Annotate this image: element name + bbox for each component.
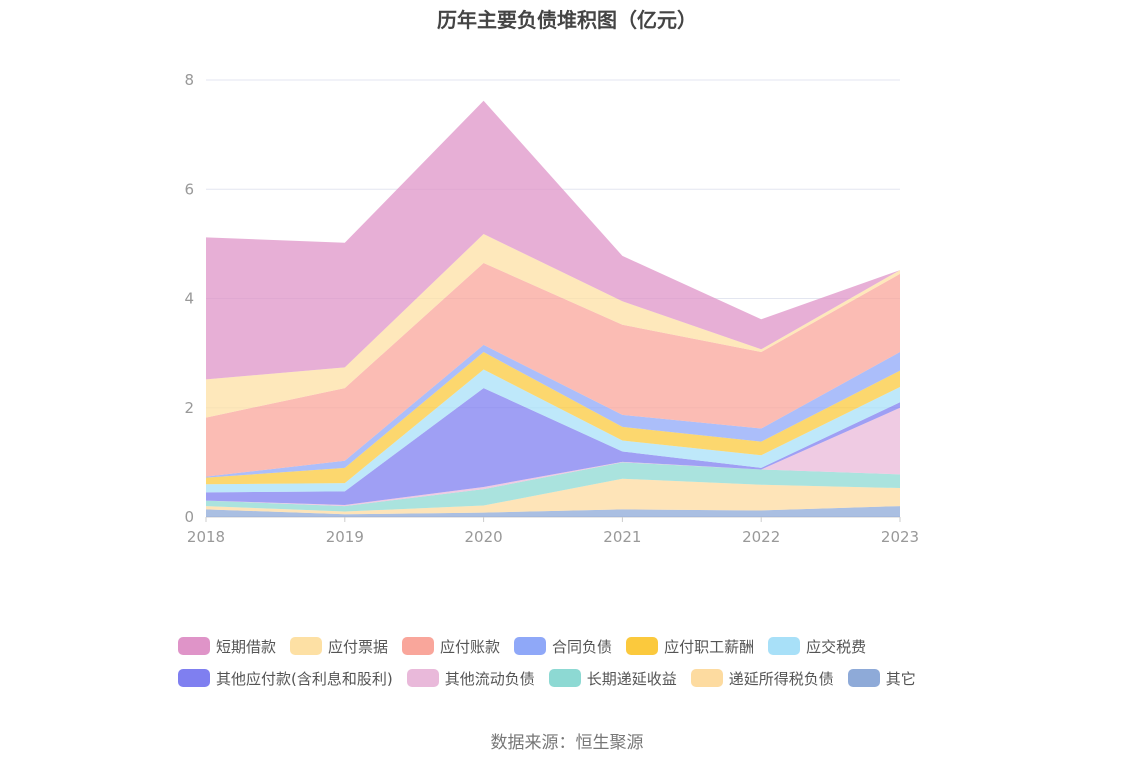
x-tick-label: 2020 [465,528,503,546]
legend-label: 短期借款 [216,637,277,656]
legend-swatch [178,669,210,687]
legend-item[interactable]: 应交税费 [768,636,866,657]
area-series [206,234,900,418]
area-series [206,100,900,380]
y-tick-label: 2 [184,399,194,417]
legend-swatch [290,637,323,655]
legend-swatch [514,637,547,655]
legend-swatch [690,669,723,687]
legend-label: 合同负债 [552,637,613,656]
legend-label: 应付职工薪酬 [664,637,755,656]
x-tick-label: 2023 [881,528,919,546]
x-tick-label: 2022 [742,528,780,546]
legend-swatch [768,637,801,655]
legend-item[interactable]: 其他应付款(含利息和股利) [178,668,393,689]
x-tick-label: 2021 [603,528,641,546]
legend-label: 其它 [885,669,916,688]
legend-swatch [548,669,581,687]
legend-swatch [406,669,439,687]
legend-item[interactable]: 其他流动负债 [406,668,535,689]
area-series [206,369,900,493]
y-tick-label: 8 [184,71,194,89]
stacked-area-chart: 0 2 4 6 8 2018 2019 2020 2021 2022 2023 [184,71,919,546]
legend-row-1: 短期借款 应付票据 应付账款 合同负债 应付职工薪酬 应交税费 [178,630,978,662]
chart-title: 历年主要负债堆积图（亿元） [437,8,697,32]
chart-legend: 短期借款 应付票据 应付账款 合同负债 应付职工薪酬 应交税费 其他应付款(含利… [178,630,978,694]
legend-label: 其他应付款(含利息和股利) [216,669,393,688]
y-tick-label: 4 [184,290,194,308]
legend-item[interactable]: 递延所得税负债 [690,668,834,689]
legend-item[interactable]: 其它 [847,668,916,689]
legend-label: 其他流动负债 [444,669,535,688]
legend-item[interactable]: 应付职工薪酬 [626,636,754,657]
area-series [206,352,900,485]
legend-item[interactable]: 长期递延收益 [548,668,677,689]
x-tick-label: 2018 [187,528,225,546]
x-tick-label: 2019 [326,528,364,546]
legend-label: 长期递延收益 [586,669,677,688]
y-tick-label: 6 [184,180,194,198]
legend-swatch [402,637,435,655]
area-series [206,462,900,512]
legend-swatch [626,637,659,655]
legend-swatch [847,669,880,687]
legend-label: 递延所得税负债 [728,669,834,688]
data-source: 数据来源：恒生聚源 [490,733,644,753]
legend-item[interactable]: 应付账款 [402,636,500,657]
legend-label: 应付票据 [328,637,389,656]
legend-swatch [178,637,210,655]
area-series [206,478,900,515]
area-series [206,262,900,477]
legend-label: 应付账款 [440,637,501,656]
area-series [206,388,900,505]
legend-item[interactable]: 短期借款 [178,636,276,657]
legend-label: 应交税费 [806,637,867,656]
legend-item[interactable]: 合同负债 [514,636,612,657]
legend-item[interactable]: 应付票据 [290,636,388,657]
y-tick-label: 0 [184,508,194,526]
area-series [206,506,900,517]
legend-row-2: 其他应付款(含利息和股利) 其他流动负债 长期递延收益 递延所得税负债 其它 [178,662,978,694]
